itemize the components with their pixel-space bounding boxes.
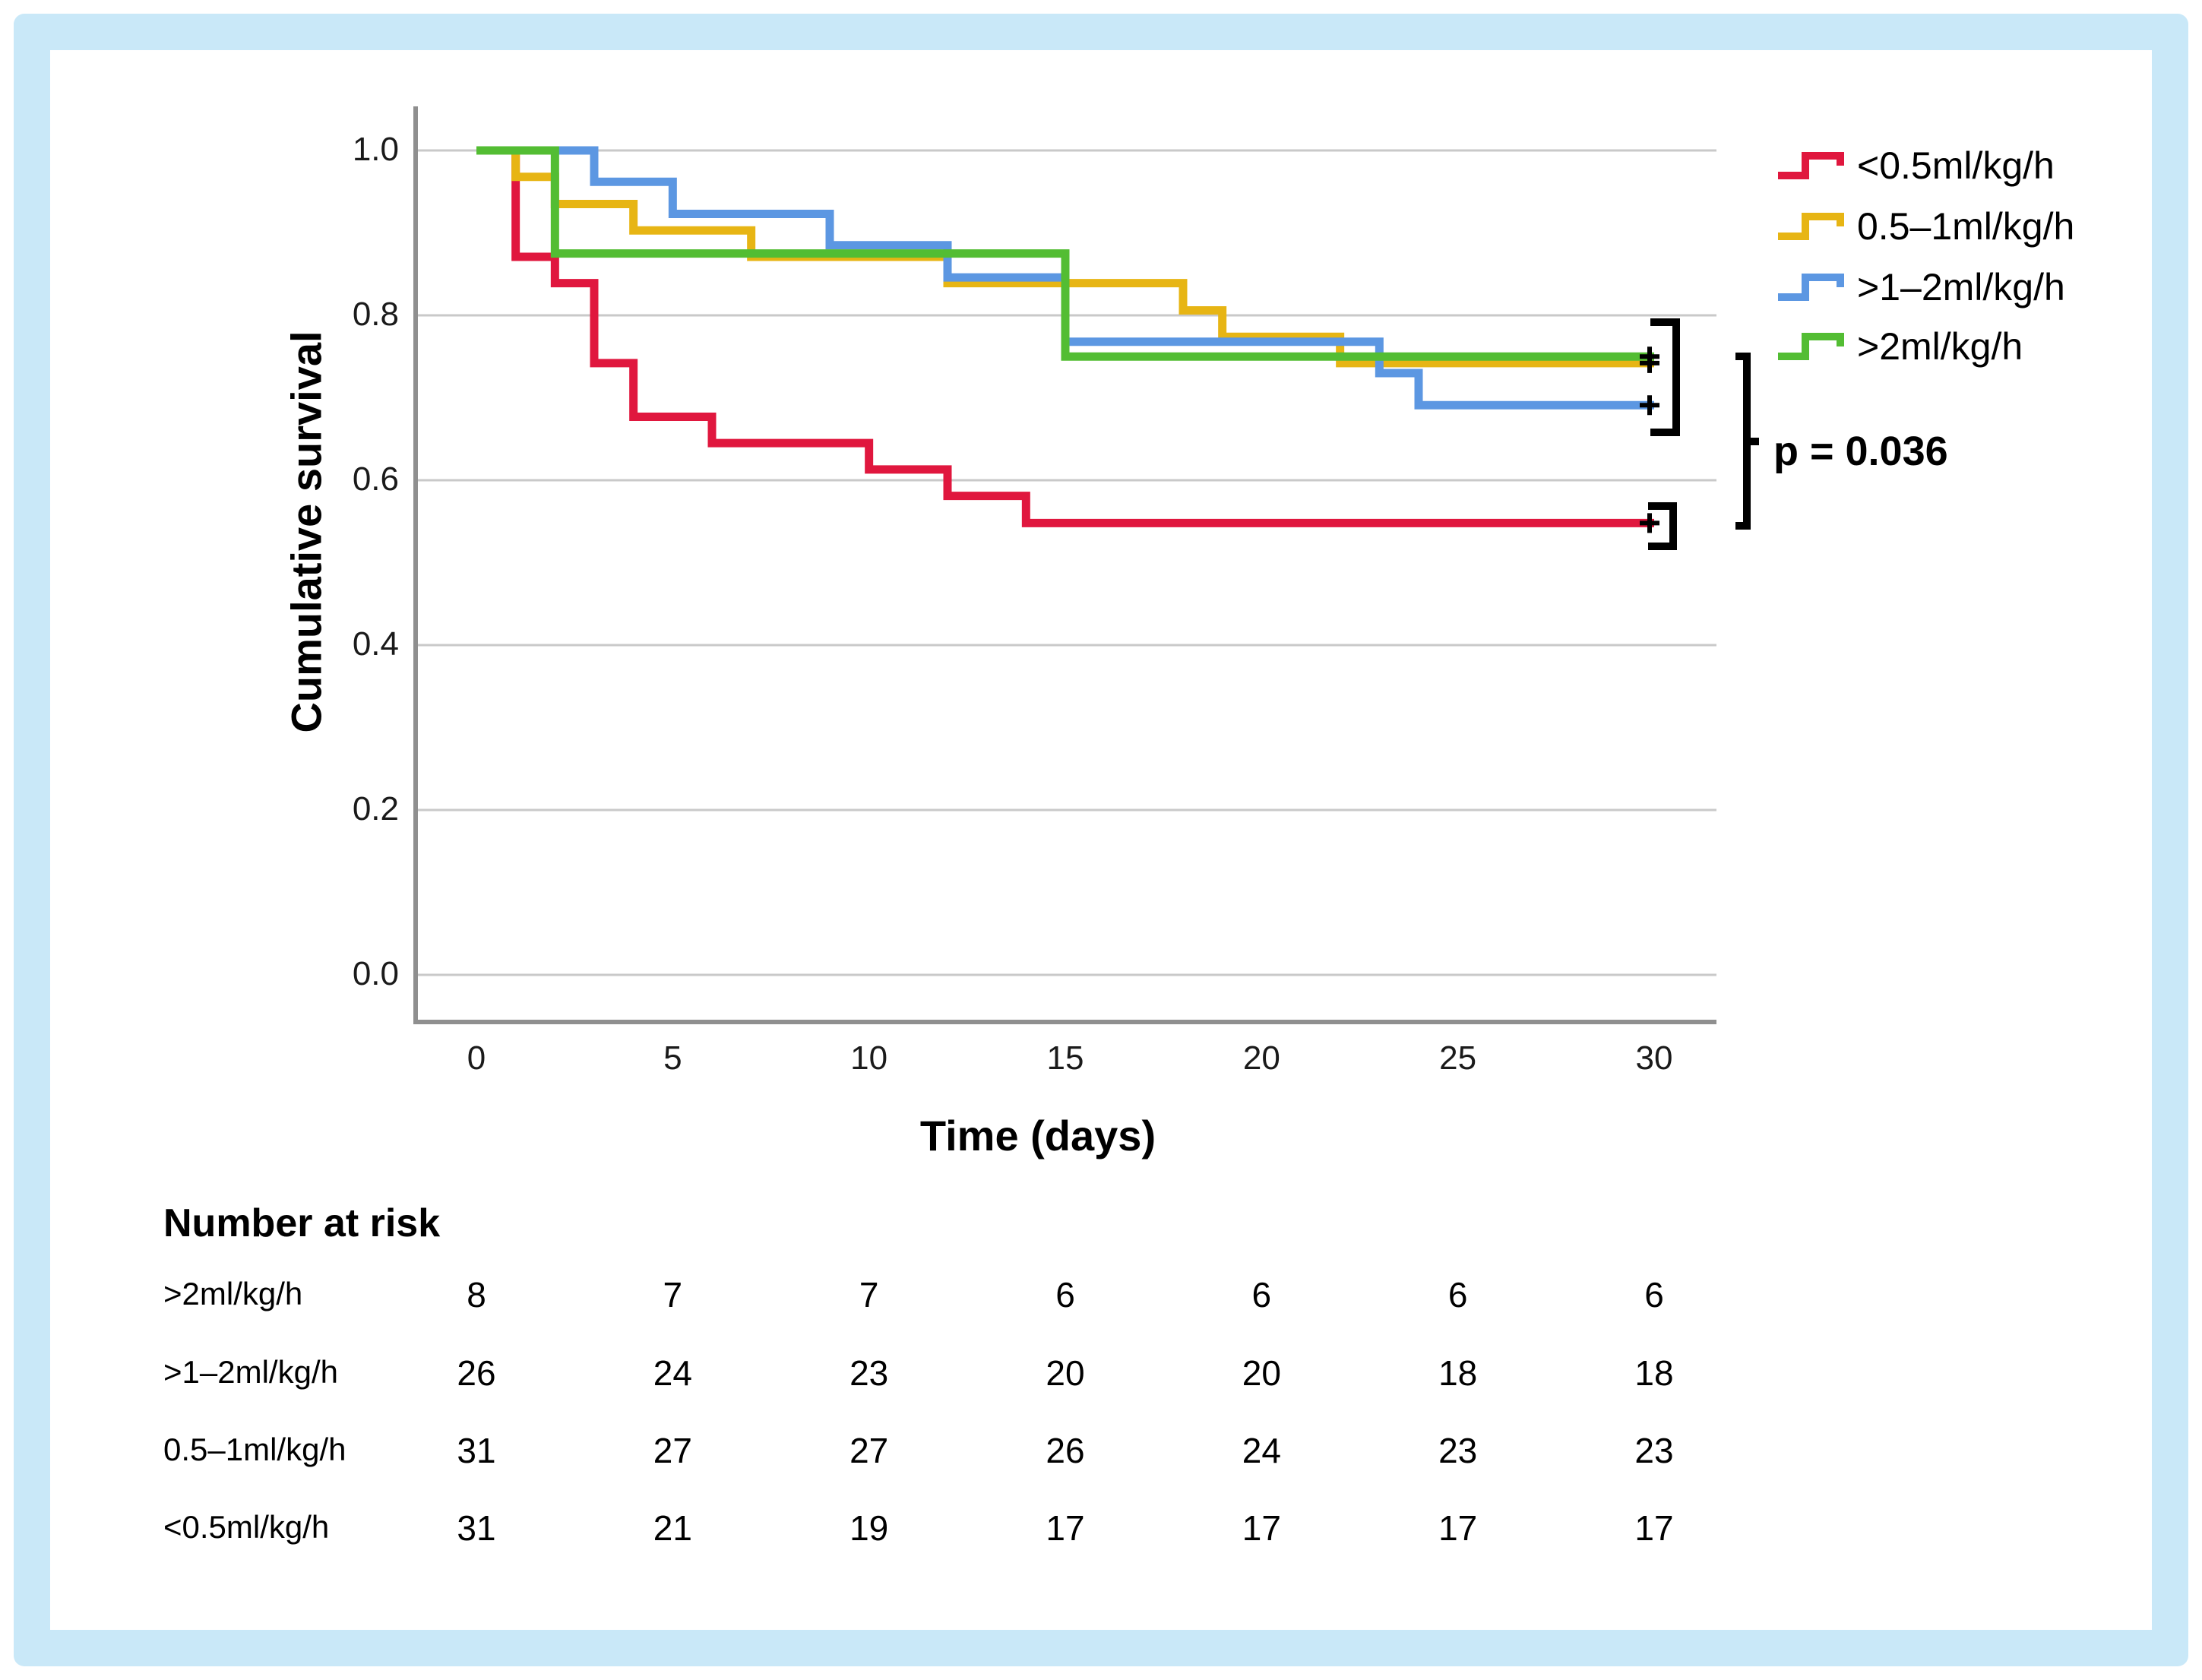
- risk-count: 20: [1242, 1353, 1281, 1393]
- risk-row-label: >1–2ml/kg/h: [163, 1354, 338, 1390]
- risk-count: 21: [653, 1508, 692, 1548]
- legend-label: 0.5–1ml/kg/h: [1857, 205, 2075, 248]
- risk-count: 27: [653, 1431, 692, 1470]
- risk-row-label: >2ml/kg/h: [163, 1276, 303, 1311]
- risk-count: 27: [849, 1431, 889, 1470]
- risk-count: 23: [849, 1353, 889, 1393]
- legend-label: >1–2ml/kg/h: [1857, 266, 2065, 308]
- risk-count: 26: [457, 1353, 496, 1393]
- risk-count: 23: [1438, 1431, 1478, 1470]
- censor-mark: [1640, 346, 1659, 367]
- risk-count: 8: [467, 1275, 486, 1315]
- risk-count: 17: [1242, 1508, 1281, 1548]
- legend-label: >2ml/kg/h: [1857, 325, 2023, 368]
- y-tick-label: 0.0: [352, 955, 399, 992]
- survival-curve: [476, 146, 1654, 410]
- legend-item: 0.5–1ml/kg/h: [1775, 205, 2074, 248]
- x-tick-label: 0: [467, 1039, 486, 1077]
- risk-count: 17: [1634, 1508, 1674, 1548]
- x-tick-label: 30: [1635, 1039, 1673, 1077]
- bracket-lower-group: [1648, 502, 1677, 550]
- survival-curve: [476, 146, 1654, 361]
- y-tick-label: 0.6: [352, 460, 399, 498]
- legend-step-swatch: [1778, 333, 1844, 360]
- legend-label: <0.5ml/kg/h: [1857, 144, 2055, 187]
- p-value-annotation: p = 0.036: [1773, 429, 1948, 474]
- y-axis-title: Cumulative survival: [282, 331, 331, 733]
- axes: [413, 106, 1716, 1024]
- y-tick-label: 1.0: [352, 131, 399, 168]
- risk-count: 19: [849, 1508, 889, 1548]
- bracket-comparison: [1735, 353, 1759, 530]
- x-tick-label: 15: [1046, 1039, 1084, 1077]
- legend-item: <0.5ml/kg/h: [1775, 144, 2055, 187]
- y-tick-label: 0.2: [352, 790, 399, 827]
- y-tick-label: 0.8: [352, 296, 399, 333]
- legend-step-glyph: [1778, 213, 1844, 240]
- risk-row-label: 0.5–1ml/kg/h: [163, 1432, 346, 1467]
- figure-frame: [14, 14, 2188, 1666]
- censor-mark: [1640, 395, 1659, 416]
- x-tick-label: 10: [850, 1039, 888, 1077]
- x-axis-title: Time (days): [919, 1112, 1156, 1160]
- legend-step-glyph: [1778, 274, 1844, 301]
- legend-item: >1–2ml/kg/h: [1775, 266, 2065, 308]
- risk-count: 6: [1447, 1275, 1468, 1315]
- risk-count: 23: [1634, 1431, 1674, 1470]
- risk-count: 31: [457, 1508, 496, 1548]
- legend-step-swatch: [1778, 274, 1844, 301]
- risk-count: 7: [859, 1275, 879, 1315]
- x-tick-label: 5: [663, 1039, 682, 1077]
- risk-count: 6: [1251, 1275, 1272, 1315]
- risk-count: 24: [1242, 1431, 1281, 1470]
- risk-count: 18: [1634, 1353, 1674, 1393]
- x-tick-label: 25: [1439, 1039, 1477, 1077]
- risk-count: 20: [1046, 1353, 1085, 1393]
- risk-count: 17: [1046, 1508, 1085, 1548]
- risk-count: 6: [1055, 1275, 1075, 1315]
- legend-item: >2ml/kg/h: [1775, 325, 2023, 368]
- risk-count: 6: [1644, 1275, 1664, 1315]
- legend-step-swatch: [1778, 213, 1844, 240]
- legend-step-glyph: [1778, 333, 1844, 360]
- risk-table-title: Number at risk: [163, 1201, 441, 1245]
- legend-step-swatch: [1778, 152, 1844, 179]
- risk-count: 24: [653, 1353, 692, 1393]
- risk-row-label: <0.5ml/kg/h: [163, 1509, 330, 1545]
- legend-step-glyph: [1778, 152, 1844, 179]
- risk-count: 17: [1438, 1508, 1478, 1548]
- censor-mark: [1640, 513, 1659, 533]
- risk-count: 18: [1438, 1353, 1478, 1393]
- bracket-upper-group: [1650, 318, 1680, 436]
- survival-curve: [476, 146, 1654, 527]
- x-tick-label: 20: [1242, 1039, 1280, 1077]
- risk-count: 31: [457, 1431, 496, 1470]
- risk-count: 7: [663, 1275, 683, 1315]
- y-tick-label: 0.4: [352, 625, 399, 663]
- risk-count: 26: [1046, 1431, 1085, 1470]
